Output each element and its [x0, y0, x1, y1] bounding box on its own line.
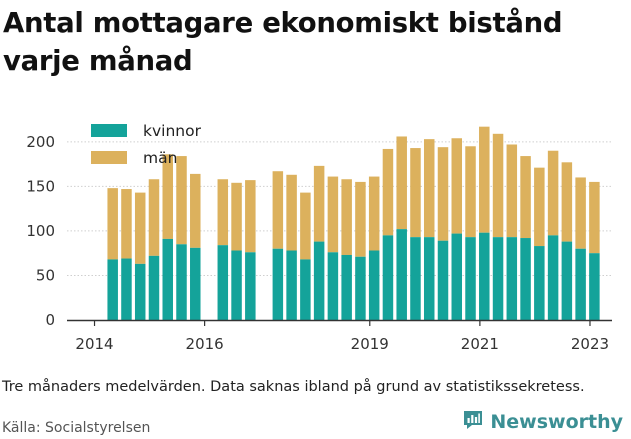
bar-man [176, 156, 187, 245]
bar-man [286, 174, 297, 251]
y-tick-label: 200 [26, 133, 55, 151]
chart-title: Antal mottagare ekonomiskt bistånd varje… [3, 7, 563, 77]
bar-kvinnor [286, 250, 297, 320]
x-axis: 2014 2016 2019 2021 2023 [67, 319, 612, 353]
bar-man [272, 171, 284, 249]
bar-kvinnor [162, 238, 173, 320]
bar-kvinnor [368, 250, 380, 320]
bar-man [479, 126, 490, 233]
bar-man [423, 139, 435, 238]
bar-kvinnor [534, 246, 545, 320]
bar-man [148, 179, 160, 256]
legend-swatch [91, 151, 127, 164]
bar-kvinnor [272, 248, 284, 320]
x-tick-label: 2019 [351, 335, 389, 353]
bar-kvinnor [121, 258, 132, 320]
bar-kvinnor [313, 241, 325, 320]
bar-man [465, 146, 476, 238]
y-axis: 0 50 100 150 200 [26, 133, 55, 329]
bar-man [327, 176, 339, 253]
bar-man [217, 179, 229, 246]
bar-kvinnor [327, 252, 339, 320]
bar-man [134, 192, 146, 264]
bar-man [561, 162, 573, 242]
bar-kvinnor [396, 229, 407, 320]
bar-chart: 0 50 100 150 200 2014 2016 2019 2021 2023 kvinno… [26, 122, 612, 353]
y-tick-label: 50 [36, 266, 55, 284]
bar-man [368, 176, 380, 251]
legend-label: män [143, 149, 177, 167]
bar-man [520, 156, 531, 239]
bar-series [107, 126, 600, 320]
bar-kvinnor [300, 259, 311, 320]
bar-man [313, 165, 325, 242]
bar-kvinnor [492, 237, 504, 320]
legend: kvinnor män [91, 122, 202, 167]
bar-kvinnor [148, 255, 160, 320]
bar-man [121, 189, 132, 259]
y-tick-label: 0 [45, 311, 55, 329]
bar-man [575, 177, 586, 249]
bar-kvinnor [506, 237, 518, 320]
bar-kvinnor [107, 259, 118, 320]
bar-kvinnor [245, 252, 256, 320]
bar-kvinnor [547, 235, 559, 320]
bar-man [355, 181, 366, 257]
newsworthy-brand[interactable]: Newsworthy [461, 408, 623, 436]
x-tick-label: 2021 [461, 335, 499, 353]
bar-kvinnor [589, 253, 600, 320]
source-credit: Källa: Socialstyrelsen [2, 420, 151, 436]
bar-kvinnor [575, 248, 586, 320]
y-tick-label: 100 [26, 222, 55, 240]
bar-kvinnor [341, 254, 352, 320]
bar-kvinnor [451, 233, 463, 320]
bar-man [341, 179, 352, 255]
bar-man [300, 192, 311, 260]
newsworthy-logo-icon [461, 408, 485, 436]
bar-kvinnor [176, 244, 187, 320]
bar-kvinnor [465, 237, 476, 320]
bar-man [547, 150, 559, 236]
bar-man [162, 154, 173, 239]
legend-swatch [91, 124, 127, 137]
legend-label: kvinnor [143, 122, 202, 140]
bar-kvinnor [382, 235, 394, 320]
bar-kvinnor [423, 237, 435, 320]
bar-man [589, 181, 600, 254]
bar-man [382, 148, 394, 236]
bar-man [107, 188, 118, 260]
brand-name: Newsworthy [490, 411, 623, 433]
bar-kvinnor [410, 237, 421, 320]
bar-man [410, 148, 421, 238]
bar-man [437, 147, 449, 241]
bar-kvinnor [520, 238, 531, 320]
bar-kvinnor [217, 245, 229, 320]
bar-kvinnor [355, 256, 366, 320]
bar-kvinnor [231, 250, 242, 320]
bar-kvinnor [479, 232, 490, 320]
bar-kvinnor [561, 241, 573, 320]
bar-man [231, 182, 242, 251]
footnote: Tre månaders medelvärden. Data saknas ib… [2, 379, 585, 395]
y-tick-label: 150 [26, 177, 55, 195]
x-tick-label: 2023 [571, 335, 609, 353]
x-tick-label: 2016 [186, 335, 224, 353]
bar-man [492, 133, 504, 238]
bar-kvinnor [437, 240, 449, 320]
bar-man [451, 138, 463, 234]
x-tick-label: 2014 [75, 335, 113, 353]
bar-man [245, 180, 256, 253]
bar-man [396, 136, 407, 230]
bar-man [190, 173, 201, 248]
bar-man [534, 167, 545, 247]
bar-man [506, 144, 518, 238]
bar-kvinnor [134, 263, 146, 320]
bar-kvinnor [190, 247, 201, 320]
